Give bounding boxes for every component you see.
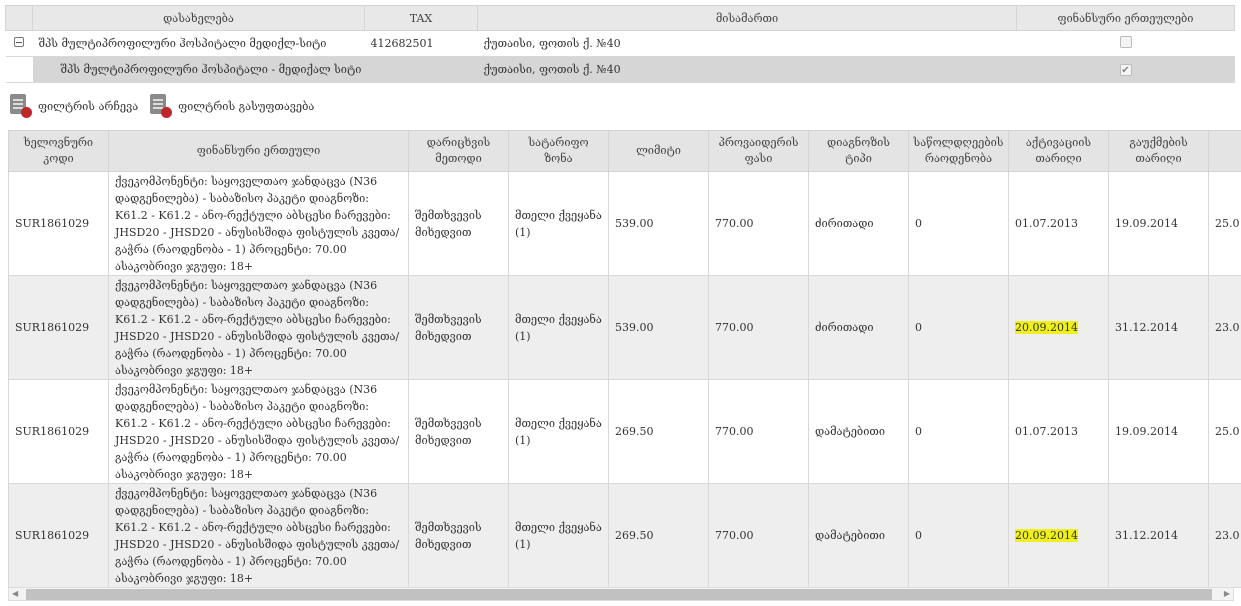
- org-header-row: დასახელება TAX მისამართი ფინანსური ერთეუ…: [5, 5, 1235, 31]
- method-cell: შემთხვევის მიხედვით: [408, 483, 509, 588]
- select-filter-label: ფილტრის არჩევა: [38, 99, 139, 113]
- cancel-cell: 19.09.2014: [1108, 171, 1209, 276]
- zone-cell: მთელი ქვეყანა (1): [508, 379, 609, 484]
- diag-type-cell: ძირითადი: [808, 171, 909, 276]
- limit-cell: 539.00: [608, 171, 709, 276]
- price-cell: 770.00: [708, 483, 809, 588]
- financial-units-checkbox[interactable]: [1119, 36, 1132, 48]
- truncated-cell: 23.0: [1208, 275, 1241, 380]
- column-header-diagnosis-type[interactable]: დიაგნოზის ტიპი: [808, 130, 909, 172]
- zone-cell: მთელი ქვეყანა (1): [508, 275, 609, 380]
- diag-type-cell: დამატებითი: [808, 379, 909, 484]
- activation-cell: 20.09.2014: [1008, 483, 1109, 588]
- column-header-name[interactable]: დასახელება: [32, 5, 365, 31]
- column-header-cancel-date[interactable]: გაუქმების თარიღი: [1108, 130, 1209, 172]
- org-address: ქუთაისი, ფოთის ქ. №40: [477, 30, 1017, 57]
- table-row[interactable]: SUR1861029 ქვეკომპონენტი: საყოველთაო ჯან…: [8, 379, 1241, 484]
- bed-days-cell: 0: [908, 171, 1009, 276]
- bed-days-cell: 0: [908, 275, 1009, 380]
- scroll-left-icon[interactable]: ◀: [12, 589, 19, 598]
- truncated-cell: 25.0: [1208, 171, 1241, 276]
- column-header-financial-units[interactable]: ფინანსური ერთეულები: [1016, 5, 1235, 31]
- zone-cell: მთელი ქვეყანა (1): [508, 483, 609, 588]
- child-org-address: ქუთაისი, ფოთის ქ. №40: [477, 56, 1017, 83]
- child-org-name: შპს მულტიპროფილური ჰოსპიტალი - მედიქალ ს…: [32, 56, 365, 83]
- unit-cell: ქვეკომპონენტი: საყოველთაო ჯანდაცვა (N36 …: [108, 171, 409, 276]
- column-header-activation-date[interactable]: აქტივაციის თარიღი: [1008, 130, 1109, 172]
- filter-select-icon: [10, 94, 32, 118]
- unit-cell: ქვეკომპონენტი: საყოველთაო ჯანდაცვა (N36 …: [108, 275, 409, 380]
- cancel-cell: 31.12.2014: [1108, 275, 1209, 380]
- diag-type-cell: ძირითადი: [808, 275, 909, 380]
- scrollbar-thumb[interactable]: [26, 589, 1212, 600]
- limit-cell: 539.00: [608, 275, 709, 380]
- column-header-method[interactable]: დარიცხვის მეთოდი: [408, 130, 509, 172]
- price-cell: 770.00: [708, 379, 809, 484]
- table-row[interactable]: SUR1861029 ქვეკომპონენტი: საყოველთაო ჯან…: [8, 275, 1241, 380]
- table-row[interactable]: SUR1861029 ქვეკომპონენტი: საყოველთაო ჯან…: [8, 483, 1241, 588]
- code-cell: SUR1861029: [8, 171, 109, 276]
- column-header-code[interactable]: ხელოვნური კოდი: [8, 130, 109, 172]
- clear-filter-button[interactable]: ფილტრის გასუფთავება: [150, 94, 314, 118]
- column-header-truncated[interactable]: [1208, 130, 1241, 172]
- code-cell: SUR1861029: [8, 379, 109, 484]
- org-parent-row[interactable]: შპს მულტიპროფილური ჰოსპიტალი მედიქლ-სიტი…: [5, 30, 1235, 57]
- highlighted-date: 20.09.2014: [1015, 321, 1078, 334]
- diag-type-cell: დამატებითი: [808, 483, 909, 588]
- code-cell: SUR1861029: [8, 275, 109, 380]
- grid-header-row: ხელოვნური კოდი ფინანსური ერთეული დარიცხვ…: [8, 130, 1241, 172]
- activation-cell: 01.07.2013: [1008, 171, 1109, 276]
- limit-cell: 269.50: [608, 483, 709, 588]
- scroll-right-icon[interactable]: ▶: [1223, 589, 1230, 598]
- bed-days-cell: 0: [908, 379, 1009, 484]
- method-cell: შემთხვევის მიხედვით: [408, 379, 509, 484]
- financial-units-checkbox-checked[interactable]: ✔: [1119, 64, 1132, 76]
- price-cell: 770.00: [708, 171, 809, 276]
- financial-units-grid: ხელოვნური კოდი ფინანსური ერთეული დარიცხვ…: [8, 130, 1241, 588]
- org-tax: 412682501: [364, 30, 478, 57]
- table-row[interactable]: SUR1861029 ქვეკომპონენტი: საყოველთაო ჯან…: [8, 171, 1241, 276]
- code-cell: SUR1861029: [8, 483, 109, 588]
- horizontal-scrollbar[interactable]: ◀ ▶: [8, 587, 1234, 601]
- cancel-cell: 19.09.2014: [1108, 379, 1209, 484]
- clear-filter-label: ფილტრის გასუფთავება: [178, 99, 315, 113]
- unit-cell: ქვეკომპონენტი: საყოველთაო ჯანდაცვა (N36 …: [108, 483, 409, 588]
- method-cell: შემთხვევის მიხედვით: [408, 275, 509, 380]
- column-header-limit[interactable]: ლიმიტი: [608, 130, 709, 172]
- unit-cell: ქვეკომპონენტი: საყოველთაო ჯანდაცვა (N36 …: [108, 379, 409, 484]
- zone-cell: მთელი ქვეყანა (1): [508, 171, 609, 276]
- activation-cell: 20.09.2014: [1008, 275, 1109, 380]
- highlighted-date: 20.09.2014: [1015, 529, 1078, 542]
- column-header-financial-unit[interactable]: ფინანსური ერთეული: [108, 130, 409, 172]
- method-cell: შემთხვევის მიხედვით: [408, 171, 509, 276]
- price-cell: 770.00: [708, 275, 809, 380]
- collapse-icon[interactable]: [14, 37, 24, 47]
- bed-days-cell: 0: [908, 483, 1009, 588]
- column-header-tax[interactable]: TAX: [364, 5, 478, 31]
- activation-cell: 01.07.2013: [1008, 379, 1109, 484]
- filter-clear-icon: [150, 94, 173, 118]
- column-header-zone[interactable]: სატარიფო ზონა: [508, 130, 609, 172]
- organization-table: დასახელება TAX მისამართი ფინანსური ერთეუ…: [5, 5, 1235, 83]
- column-header-provider-price[interactable]: პროვაიდერის ფასი: [708, 130, 809, 172]
- select-filter-button[interactable]: ფილტრის არჩევა: [10, 94, 138, 118]
- org-name: შპს მულტიპროფილური ჰოსპიტალი მედიქლ-სიტი: [32, 30, 365, 57]
- cancel-cell: 31.12.2014: [1108, 483, 1209, 588]
- filter-toolbar: ფილტრის არჩევა ფილტრის გასუფთავება: [10, 94, 318, 118]
- column-header-address[interactable]: მისამართი: [477, 5, 1017, 31]
- limit-cell: 269.50: [608, 379, 709, 484]
- truncated-cell: 25.0: [1208, 379, 1241, 484]
- expander-header: [5, 5, 33, 31]
- truncated-cell: 23.0: [1208, 483, 1241, 588]
- org-child-row[interactable]: შპს მულტიპროფილური ჰოსპიტალი - მედიქალ ს…: [5, 56, 1235, 83]
- column-header-bed-days[interactable]: საწოლდღეების რაოდენობა: [908, 130, 1009, 172]
